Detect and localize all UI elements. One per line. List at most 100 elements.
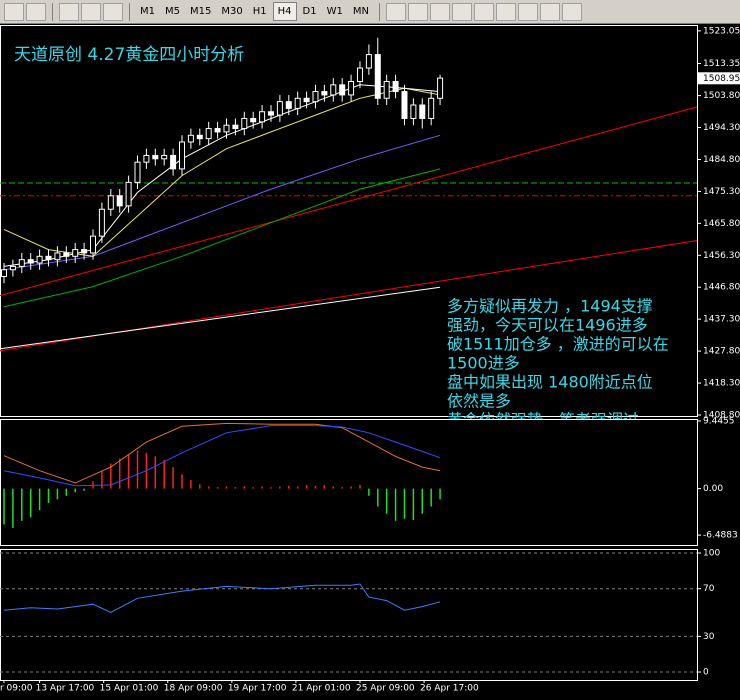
tool-button[interactable] (561, 2, 582, 21)
indicator-line (0, 286, 441, 350)
x-tick-label: r 09:00 (0, 684, 33, 694)
x-tick-label: 25 Apr 09:00 (356, 684, 415, 694)
candle-body (348, 80, 355, 96)
y-tick-label: 1465.80 (703, 219, 740, 229)
candle-body (374, 54, 381, 99)
chart-title: 天道原创 4.27黄金四小时分析 (14, 45, 244, 65)
candle-body (134, 161, 141, 183)
candle-body (107, 195, 114, 210)
tool-button[interactable] (451, 2, 472, 21)
candle-body (18, 259, 25, 267)
indicator-line (3, 583, 441, 614)
plot-area (0, 552, 697, 673)
candle-body (267, 111, 274, 116)
y-tick-label: 1408.80 (703, 410, 740, 420)
timeframe-button[interactable]: MN (352, 6, 369, 17)
x-tick-label: 26 Apr 17:00 (420, 684, 479, 694)
timeframe-button[interactable]: H4 (272, 2, 297, 21)
indicator-line (3, 422, 441, 484)
indicator-line (3, 425, 441, 487)
y-tick-label: 1456.30 (703, 251, 740, 261)
plot-area (3, 422, 441, 529)
candle-body (170, 154, 177, 170)
indicator-line (0, 106, 697, 297)
candle-body (161, 154, 168, 160)
plot-area (0, 37, 697, 352)
tool-button[interactable] (495, 2, 516, 21)
timeframe-button[interactable]: M30 (221, 6, 243, 17)
annotation-line: 盘中如果出现 1480附近点位 (447, 373, 653, 392)
timeframe-button[interactable]: M1 (140, 6, 155, 17)
y-tick-label: 100 (703, 549, 720, 559)
candle-body (98, 208, 105, 237)
candle-body (232, 124, 239, 130)
y-tick-label: 1437.30 (703, 315, 740, 325)
x-tick-label: 13 Apr 17:00 (36, 684, 95, 694)
tool-button[interactable] (26, 2, 46, 21)
annotation-line: 1500进多 (447, 354, 520, 373)
x-tick-label: 21 Apr 01:00 (292, 684, 351, 694)
candle-body (410, 104, 417, 119)
tool-button[interactable] (81, 2, 101, 21)
candle-body (241, 117, 248, 130)
candle-body (196, 134, 203, 140)
tool-button[interactable] (103, 2, 123, 21)
timeframe-button[interactable]: D1 (302, 6, 317, 17)
candle-body (72, 249, 79, 257)
candle-body (125, 181, 132, 207)
candle-body (356, 67, 363, 82)
x-tick-label: 15 Apr 01:00 (100, 684, 159, 694)
timeframe-button[interactable]: M15 (190, 6, 212, 17)
candle-body (303, 97, 310, 103)
tool-button[interactable] (385, 2, 406, 21)
tool-button[interactable] (407, 2, 428, 21)
y-tick-label: 1484.80 (703, 155, 740, 165)
tool-button[interactable] (539, 2, 560, 21)
y-tick-label: 0.00 (703, 484, 723, 494)
y-tick-label: -6.4883 (703, 531, 738, 541)
y-tick-label: 1494.30 (703, 123, 740, 133)
candle-body (401, 91, 408, 119)
candle-body (428, 97, 435, 119)
x-tick-label: 19 Apr 17:00 (228, 684, 287, 694)
annotation-line: 破1511加仓多 ，激进的可以在 (447, 335, 669, 354)
y-tick-label: 1513.35 (703, 59, 740, 69)
candle-body (392, 80, 399, 93)
timeframe-button[interactable]: H1 (252, 6, 267, 17)
x-tick-label: 18 Apr 09:00 (164, 684, 223, 694)
candle-body (383, 80, 390, 99)
y-tick-label: 9.4455 (703, 416, 735, 426)
tool-button[interactable] (473, 2, 494, 21)
indicator-line (3, 168, 441, 308)
tool-button[interactable] (517, 2, 538, 21)
candle-body (365, 54, 372, 69)
candle-body (259, 111, 266, 123)
toolbar: M1 M5 M15 M30 H1 H4 D1 W1 MN (0, 0, 740, 24)
y-tick-label: 1523.05 (703, 26, 740, 36)
candle-body (63, 252, 70, 257)
candle-body (312, 91, 319, 103)
y-tick-label: 1475.30 (703, 187, 740, 197)
candle-body (205, 128, 212, 140)
candle-body (36, 255, 43, 264)
y-tick-label: 70 (703, 584, 715, 594)
tool-button[interactable] (4, 2, 24, 21)
candle-body (152, 154, 159, 160)
candle-body (339, 84, 346, 96)
y-tick-label: 30 (703, 632, 715, 642)
annotation-line: 强劲，今天可以在1496进多 (447, 316, 648, 335)
panel-frame (0, 419, 698, 546)
timeframe-button[interactable]: M5 (165, 6, 180, 17)
candle-body (187, 134, 194, 143)
annotation-line: 依然是多 (447, 392, 511, 411)
tool-button[interactable] (59, 2, 79, 21)
timeframe-button[interactable]: W1 (326, 6, 343, 17)
current-price-box (698, 72, 740, 85)
candle-body (27, 259, 34, 264)
panel-frame (0, 549, 698, 681)
y-tick-label: 1503.80 (703, 91, 740, 101)
candle-body (89, 235, 96, 254)
tool-button[interactable] (429, 2, 450, 21)
